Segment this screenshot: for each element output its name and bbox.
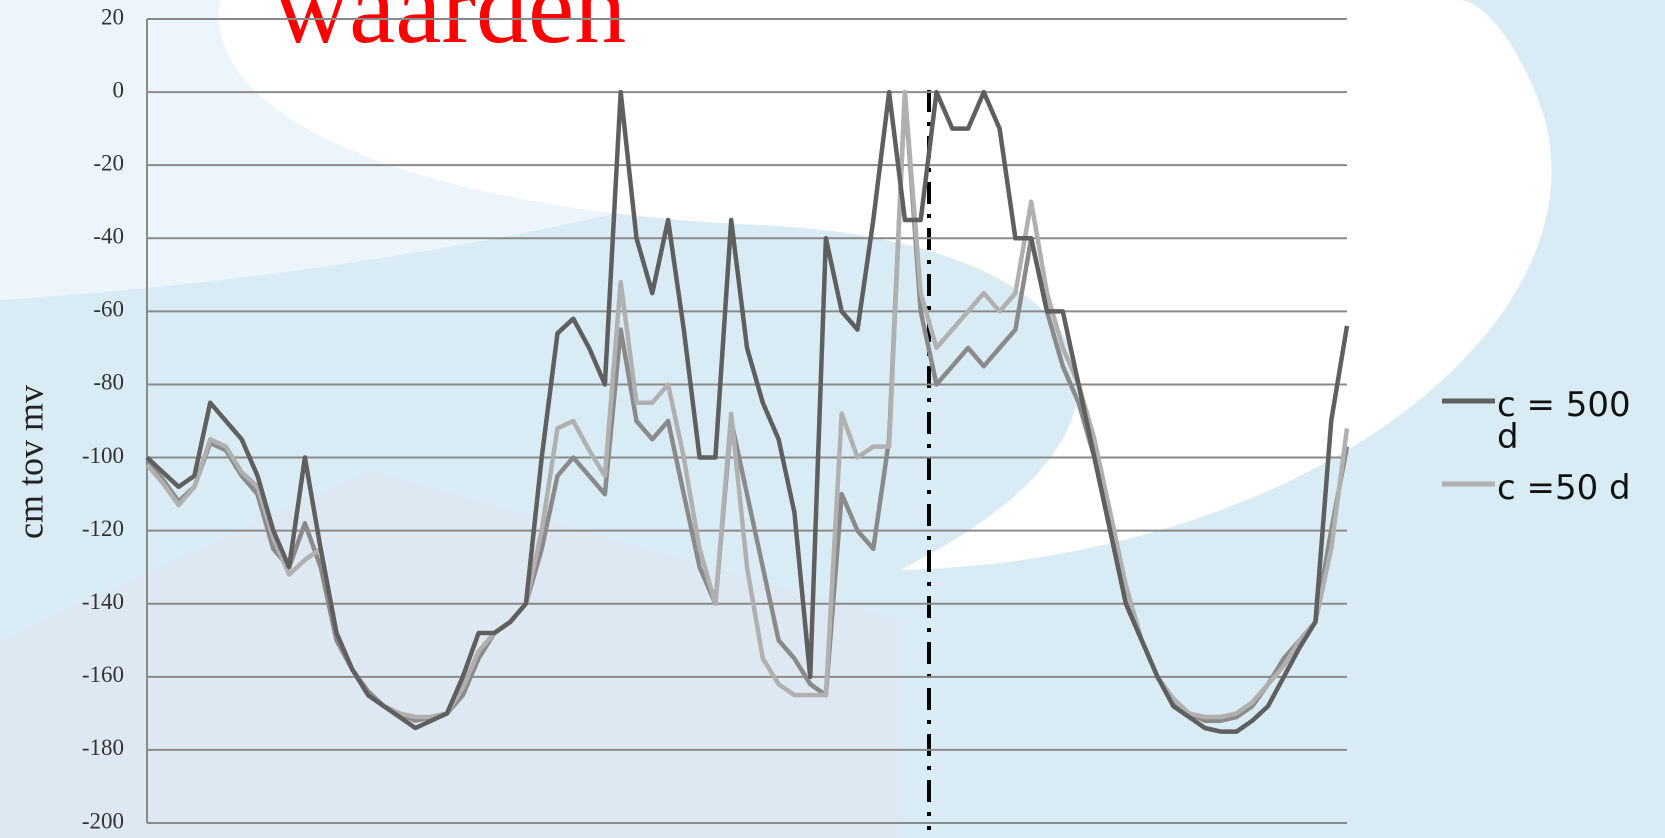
y-tick-label: -60: [93, 297, 124, 322]
data-line: [145, 89, 1350, 734]
y-tick-label: 0: [113, 77, 125, 102]
y-tick-label: -180: [82, 735, 124, 760]
y-tick-label: -80: [93, 370, 124, 395]
y-tick-label: -100: [82, 443, 124, 468]
y-tick-label: -140: [82, 589, 124, 614]
y-tick-label: -120: [82, 516, 124, 541]
y-axis-label: cm tov mv: [10, 385, 50, 539]
y-tick-label: -20: [93, 150, 124, 175]
legend-label: c = 500 d: [1497, 385, 1631, 457]
y-tick-label: 20: [101, 4, 124, 29]
y-tick-label: -40: [93, 224, 124, 249]
background-shape: [0, 470, 900, 838]
legend-label: c =50 d: [1497, 468, 1631, 508]
y-tick-label: -200: [82, 808, 124, 833]
y-tick-label: -160: [82, 662, 124, 687]
background-swoosh: [218, 0, 1552, 570]
chart-title: waarden: [274, 0, 626, 65]
